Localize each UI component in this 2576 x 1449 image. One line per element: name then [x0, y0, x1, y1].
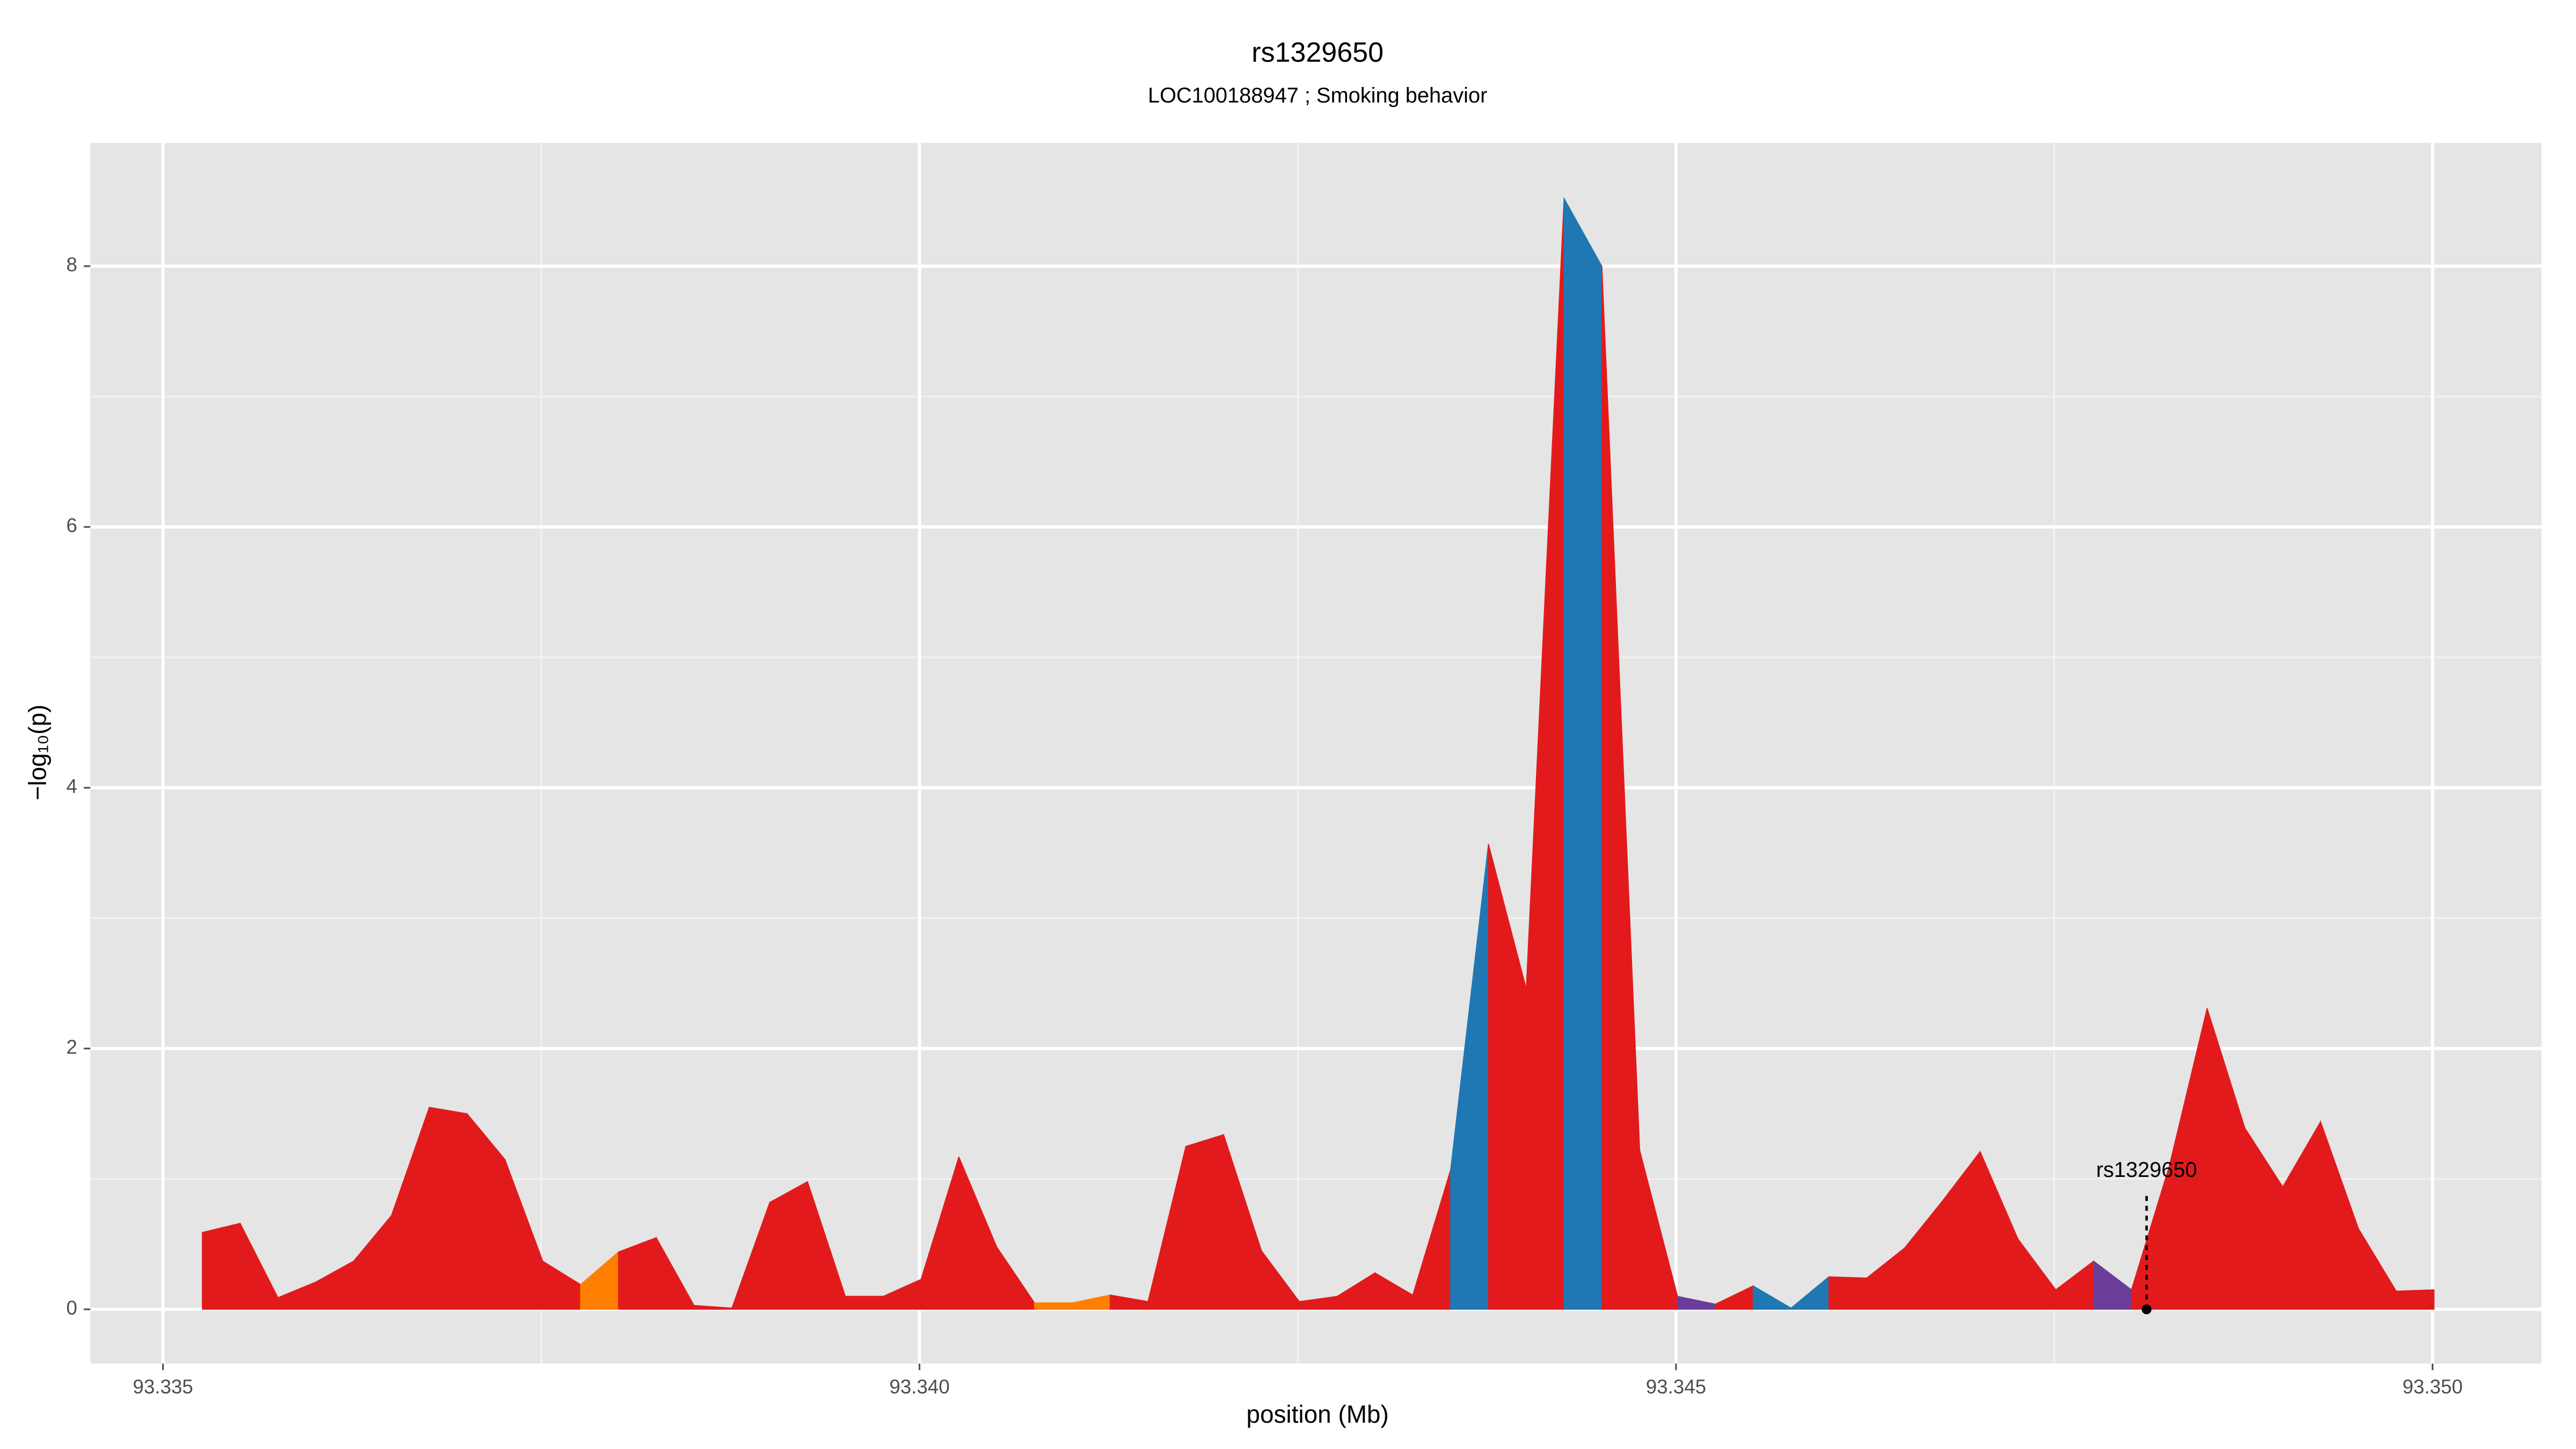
- area-segment: [1828, 1276, 1868, 1310]
- y-axis-label: −log₁₀(p): [24, 705, 52, 801]
- x-tick-label: 93.340: [889, 1375, 949, 1397]
- area-segment: [2396, 1289, 2435, 1310]
- area-segment: [769, 1181, 808, 1310]
- x-tick-label: 93.345: [1646, 1375, 1706, 1397]
- y-tick-label: 0: [66, 1297, 77, 1319]
- y-tick-label: 2: [66, 1036, 77, 1058]
- chart-subtitle: LOC100188947 ; Smoking behavior: [1148, 84, 1488, 107]
- y-tick-label: 6: [66, 515, 77, 537]
- x-axis-label: position (Mb): [1246, 1400, 1388, 1428]
- area-segment: [1185, 1134, 1224, 1310]
- annotation-label: rs1329650: [2096, 1158, 2197, 1182]
- area-segment: [1034, 1302, 1073, 1310]
- x-tick-label: 93.350: [2403, 1375, 2463, 1397]
- annotation-point: [2141, 1304, 2152, 1314]
- area-segment: [1563, 196, 1602, 1310]
- y-tick-label: 8: [66, 254, 77, 276]
- area-segment: [429, 1107, 468, 1310]
- x-tick-label: 93.335: [133, 1375, 193, 1397]
- y-tick-label: 4: [66, 775, 77, 797]
- area-segment: [202, 1223, 241, 1310]
- chart-title: rs1329650: [1252, 37, 1384, 68]
- area-segment: [845, 1296, 884, 1310]
